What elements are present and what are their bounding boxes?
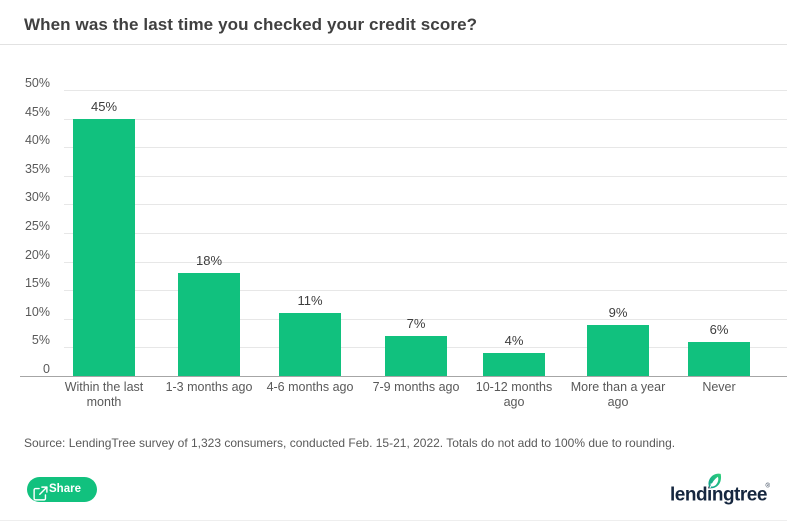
svg-text:®: ® (766, 483, 771, 490)
svg-text:lendingtree: lendingtree (670, 485, 767, 506)
